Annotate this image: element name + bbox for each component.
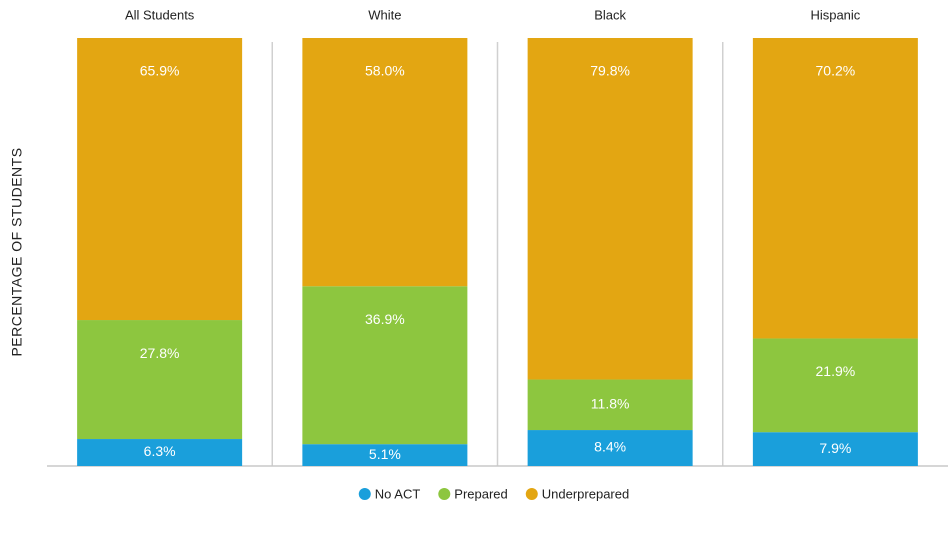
legend-swatch: [438, 488, 451, 500]
bar-segment: [752, 38, 918, 339]
bar-segment: [527, 379, 693, 431]
legend-label: Prepared: [454, 486, 507, 501]
value-label: 11.8%: [591, 395, 630, 411]
value-label: 21.9%: [816, 363, 856, 379]
value-label: 7.9%: [819, 440, 851, 456]
y-axis-label: PERCENTAGE OF STUDENTS: [9, 147, 25, 356]
value-label: 36.9%: [365, 311, 405, 327]
value-label: 65.9%: [140, 63, 180, 79]
value-label: 27.8%: [140, 345, 180, 361]
bar-segment: [302, 38, 468, 287]
legend-swatch: [525, 488, 538, 500]
bar-segment: [752, 432, 918, 466]
value-label: 5.1%: [369, 446, 401, 462]
legend-swatch: [358, 488, 371, 500]
category-label: Black: [594, 7, 626, 22]
bar-segment: [77, 38, 243, 321]
bar-segment: [752, 338, 918, 433]
bar-segment: [302, 286, 468, 445]
bar-segment: [302, 444, 468, 466]
value-label: 79.8%: [590, 63, 630, 79]
value-label: 58.0%: [365, 63, 405, 79]
legend-label: No ACT: [375, 486, 421, 501]
bar-segment: [77, 439, 243, 466]
category-label: Hispanic: [810, 7, 860, 22]
category-label: All Students: [125, 7, 195, 22]
bar-segment: [527, 38, 693, 380]
bar-segment: [77, 320, 243, 440]
value-label: 8.4%: [594, 439, 626, 455]
value-label: 6.3%: [144, 443, 176, 459]
value-label: 70.2%: [816, 63, 856, 79]
category-label: White: [368, 7, 401, 22]
bar-segment: [527, 430, 693, 466]
legend-label: Underprepared: [542, 486, 629, 501]
